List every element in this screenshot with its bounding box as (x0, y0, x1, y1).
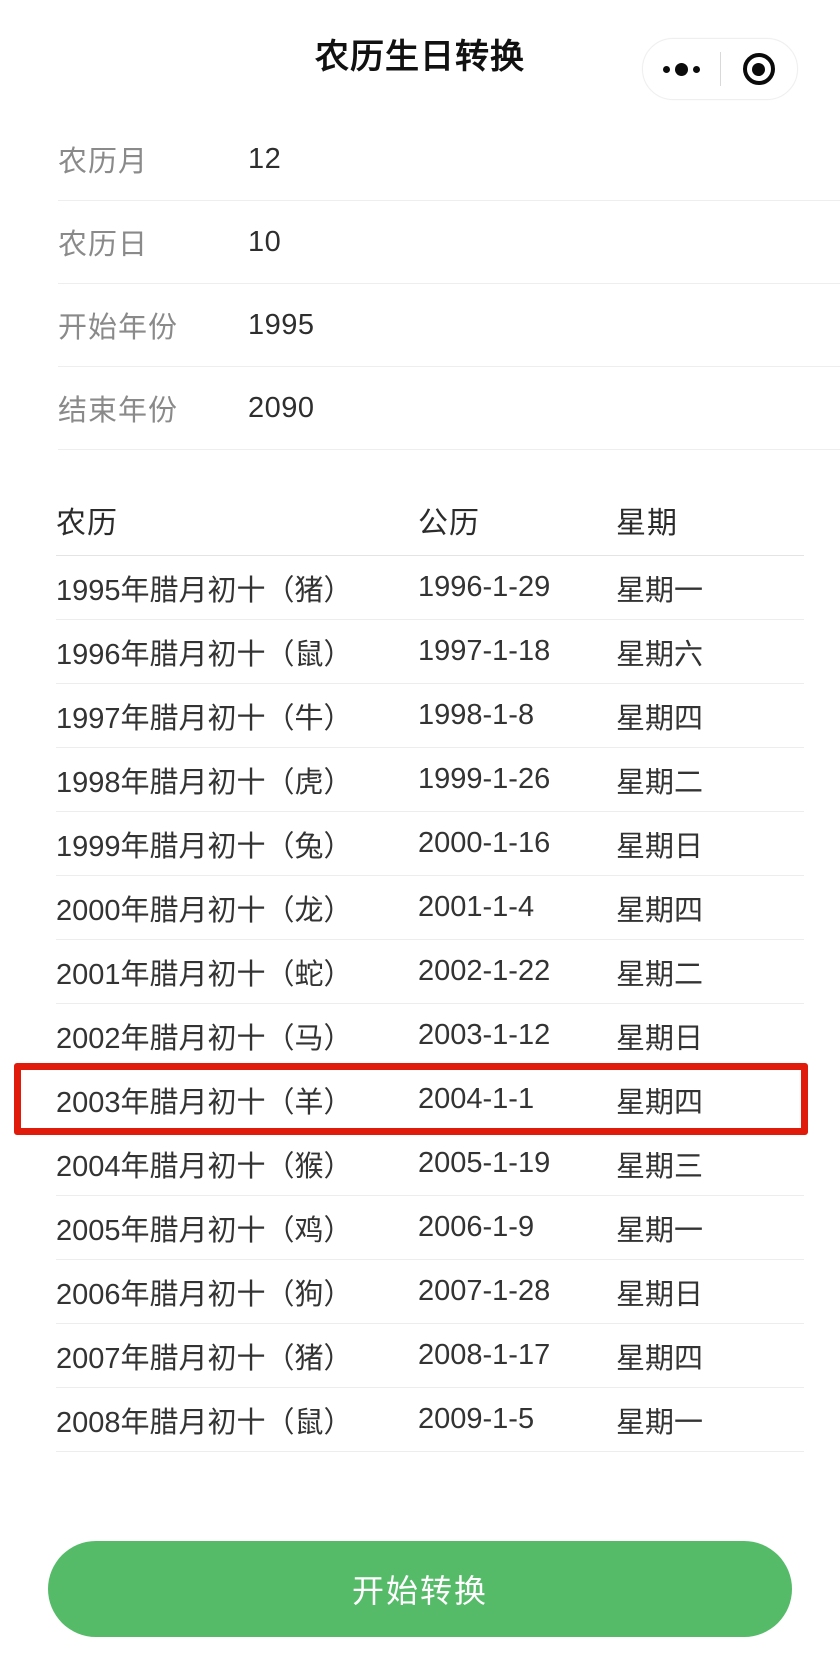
field-label: 农历日 (58, 229, 149, 261)
table-row[interactable]: 2002年腊月初十（马） 2003-1-12 星期日 (56, 1004, 804, 1068)
cell-solar-date: 2008-1-17 (418, 1339, 551, 1371)
cell-lunar-date: 2000年腊月初十（龙） (56, 894, 353, 927)
table-header-row: 农历 公历 星期 (56, 484, 804, 556)
dot-center-icon (674, 62, 688, 76)
cell-weekday: 星期一 (616, 1406, 704, 1439)
cell-solar-date: 2005-1-19 (418, 1147, 551, 1179)
cell-lunar-date: 1995年腊月初十（猪） (56, 574, 353, 607)
cell-weekday: 星期日 (616, 830, 704, 863)
cell-weekday: 星期六 (616, 638, 704, 671)
cell-weekday: 星期四 (616, 702, 704, 735)
column-header-solar: 公历 (418, 506, 480, 540)
form-row-end-year[interactable]: 结束年份 2090 (58, 367, 840, 450)
cell-solar-date: 2004-1-1 (418, 1083, 535, 1115)
form-row-lunar-month[interactable]: 农历月 12 (58, 118, 840, 201)
cell-solar-date: 2009-1-5 (418, 1403, 535, 1435)
table-row[interactable]: 2000年腊月初十（龙） 2001-1-4 星期四 (56, 876, 804, 940)
cell-weekday: 星期四 (616, 1086, 704, 1119)
lunar-day-value[interactable]: 10 (248, 225, 282, 258)
table-row[interactable]: 1996年腊月初十（鼠） 1997-1-18 星期六 (56, 620, 804, 684)
start-year-value[interactable]: 1995 (248, 308, 315, 341)
cell-lunar-date: 2003年腊月初十（羊） (56, 1086, 353, 1119)
parameters-form: 农历月 12 农历日 10 开始年份 1995 结束年份 2090 (0, 118, 840, 450)
capsule-divider (719, 52, 721, 86)
cell-lunar-date: 2005年腊月初十（鸡） (56, 1214, 353, 1247)
cell-solar-date: 2002-1-22 (418, 955, 551, 987)
table-row[interactable]: 2005年腊月初十（鸡） 2006-1-9 星期一 (56, 1196, 804, 1260)
results-table: 农历 公历 星期 1995年腊月初十（猪） 1996-1-29 星期一 1996年腊月… (14, 484, 808, 1452)
cell-weekday: 星期四 (616, 894, 704, 927)
field-label: 结束年份 (58, 395, 179, 427)
column-header-week: 星期 (616, 506, 678, 540)
cell-weekday: 星期一 (616, 574, 704, 607)
cell-solar-date: 1998-1-8 (418, 699, 535, 731)
table-row[interactable]: 2004年腊月初十（猴） 2005-1-19 星期三 (56, 1132, 804, 1196)
table-row[interactable]: 1995年腊月初十（猪） 1996-1-29 星期一 (56, 556, 804, 620)
form-row-lunar-day[interactable]: 农历日 10 (58, 201, 840, 284)
dot-left-icon (662, 65, 670, 73)
cell-weekday: 星期二 (616, 958, 704, 991)
cell-solar-date: 1996-1-29 (418, 571, 551, 603)
cell-lunar-date: 2006年腊月初十（狗） (56, 1278, 353, 1311)
cell-solar-date: 1997-1-18 (418, 635, 551, 667)
more-dots-icon[interactable] (643, 39, 720, 99)
cell-solar-date: 2007-1-28 (418, 1275, 551, 1307)
cell-lunar-date: 1996年腊月初十（鼠） (56, 638, 353, 671)
table-body: 1995年腊月初十（猪） 1996-1-29 星期一 1996年腊月初十（鼠） 1997… (56, 556, 804, 1452)
cell-lunar-date: 1999年腊月初十（兔） (56, 830, 353, 863)
cell-lunar-date: 2008年腊月初十（鼠） (56, 1406, 353, 1439)
table-row[interactable]: 1997年腊月初十（牛） 1998-1-8 星期四 (56, 684, 804, 748)
footer-bar: 开始转换 (0, 1524, 840, 1654)
table-row[interactable]: 2001年腊月初十（蛇） 2002-1-22 星期二 (56, 940, 804, 1004)
cell-weekday: 星期三 (616, 1150, 704, 1183)
page-title: 农历生日转换 (315, 38, 525, 76)
column-header-lunar: 农历 (56, 506, 118, 540)
form-row-start-year[interactable]: 开始年份 1995 (58, 284, 840, 367)
cell-lunar-date: 2004年腊月初十（猴） (56, 1150, 353, 1183)
lunar-month-value[interactable]: 12 (248, 142, 282, 175)
table-row[interactable]: 2003年腊月初十（羊） 2004-1-1 星期四 (56, 1068, 804, 1132)
wechat-capsule-bar (642, 38, 798, 100)
cell-solar-date: 2006-1-9 (418, 1211, 535, 1243)
table-row[interactable]: 2006年腊月初十（狗） 2007-1-28 星期日 (56, 1260, 804, 1324)
cell-weekday: 星期二 (616, 766, 704, 799)
table-row[interactable]: 1999年腊月初十（兔） 2000-1-16 星期日 (56, 812, 804, 876)
table-row[interactable]: 1998年腊月初十（虎） 1999-1-26 星期二 (56, 748, 804, 812)
cell-lunar-date: 2001年腊月初十（蛇） (56, 958, 353, 991)
cell-weekday: 星期日 (616, 1278, 704, 1311)
target-circle-icon (742, 53, 775, 85)
navigation-bar: 农历生日转换 (0, 0, 840, 118)
start-convert-button[interactable]: 开始转换 (48, 1541, 792, 1637)
cell-lunar-date: 2007年腊月初十（猪） (56, 1342, 353, 1375)
field-label: 农历月 (58, 146, 149, 178)
cell-solar-date: 2000-1-16 (418, 827, 551, 859)
table-row[interactable]: 2008年腊月初十（鼠） 2009-1-5 星期一 (56, 1388, 804, 1452)
cell-weekday: 星期日 (616, 1022, 704, 1055)
cell-lunar-date: 1997年腊月初十（牛） (56, 702, 353, 735)
cell-lunar-date: 1998年腊月初十（虎） (56, 766, 353, 799)
cell-weekday: 星期一 (616, 1214, 704, 1247)
table-row[interactable]: 2007年腊月初十（猪） 2008-1-17 星期四 (56, 1324, 804, 1388)
end-year-value[interactable]: 2090 (248, 391, 315, 424)
cell-solar-date: 2003-1-12 (418, 1019, 551, 1051)
field-label: 开始年份 (58, 312, 179, 344)
cell-solar-date: 1999-1-26 (418, 763, 551, 795)
cell-weekday: 星期四 (616, 1342, 704, 1375)
cell-solar-date: 2001-1-4 (418, 891, 535, 923)
dot-right-icon (692, 65, 700, 73)
cell-lunar-date: 2002年腊月初十（马） (56, 1022, 353, 1055)
close-button[interactable] (721, 39, 798, 99)
